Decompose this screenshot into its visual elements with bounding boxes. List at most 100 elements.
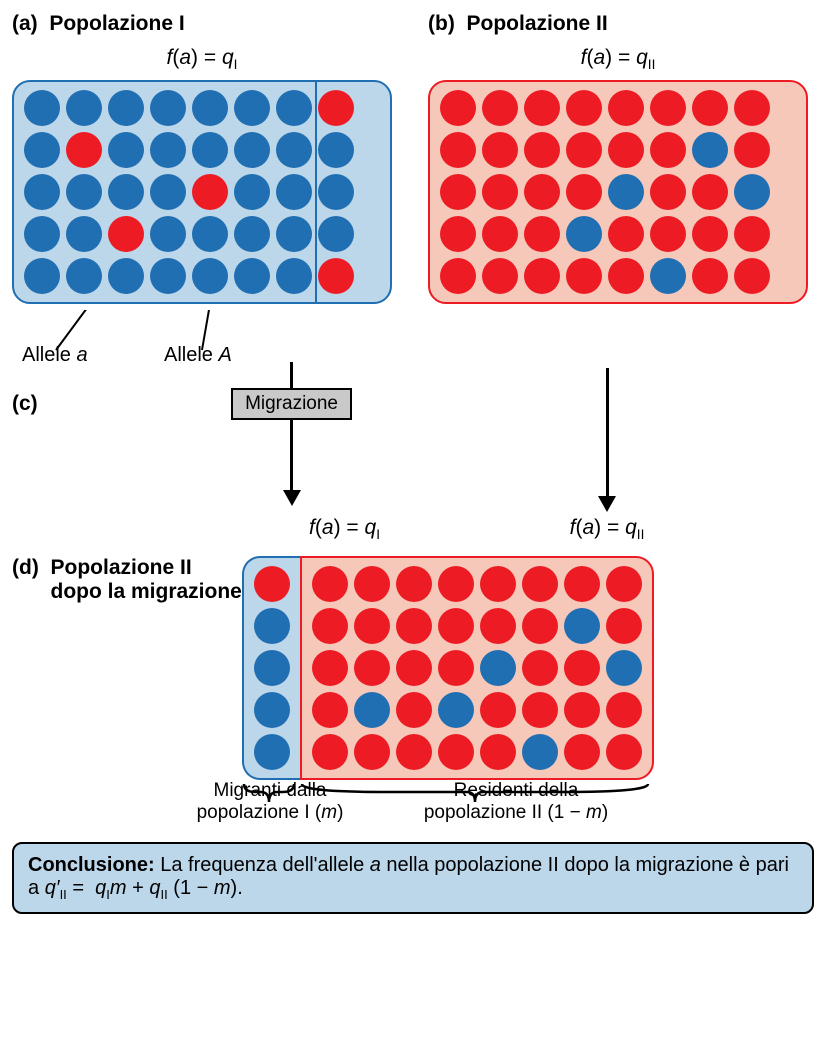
allele-dot (318, 258, 354, 294)
allele-dot (234, 90, 270, 126)
allele-dot (566, 174, 602, 210)
allele-dot (606, 734, 642, 770)
allele-dot (396, 650, 432, 686)
allele-dot (606, 566, 642, 602)
allele-dot (566, 258, 602, 294)
allele-dot (24, 90, 60, 126)
allele-dot (192, 90, 228, 126)
allele-dot (438, 692, 474, 728)
allele-dot (24, 258, 60, 294)
allele-dot (524, 132, 560, 168)
allele-legend: Allele a Allele A (12, 310, 392, 362)
conclusion-box: Conclusione: La frequenza dell'allele a … (12, 842, 814, 914)
panel-b-label: (b) Popolazione II (428, 12, 808, 36)
allele-dot (480, 692, 516, 728)
allele-dot (734, 132, 770, 168)
allele-dot (608, 132, 644, 168)
panel-d-label: (d) Popolazione II (d) dopo la migrazion… (12, 556, 242, 604)
allele-dot (108, 90, 144, 126)
allele-dot (396, 566, 432, 602)
allele-dot (692, 216, 728, 252)
allele-dot (692, 90, 728, 126)
allele-dot (734, 216, 770, 252)
allele-dot (354, 608, 390, 644)
allele-dot (354, 692, 390, 728)
allele-dot (312, 608, 348, 644)
allele-dot (734, 174, 770, 210)
allele-dot (566, 132, 602, 168)
allele-dot (276, 258, 312, 294)
residents-caption: Residenti della popolazione II (1 − m) (378, 780, 654, 824)
allele-dot (108, 258, 144, 294)
allele-dot (396, 608, 432, 644)
allele-dot (108, 216, 144, 252)
allele-dot (522, 734, 558, 770)
allele-dot (440, 174, 476, 210)
allele-dot (480, 734, 516, 770)
population-2-grid (428, 80, 808, 304)
allele-dot (254, 650, 290, 686)
allele-dot (564, 566, 600, 602)
allele-dot (692, 174, 728, 210)
allele-dot (108, 174, 144, 210)
allele-dot (150, 90, 186, 126)
allele-dot (192, 174, 228, 210)
allele-dot (66, 216, 102, 252)
allele-dot (692, 258, 728, 294)
allele-dot (608, 174, 644, 210)
allele-dot (318, 216, 354, 252)
migration-label: Migrazione (231, 388, 352, 420)
allele-dot (24, 174, 60, 210)
allele-dot (608, 216, 644, 252)
allele-dot (354, 566, 390, 602)
allele-dot (396, 692, 432, 728)
allele-dot (254, 608, 290, 644)
migration-arrow-left: Migrazione (231, 362, 352, 512)
allele-dot (524, 90, 560, 126)
allele-dot (108, 132, 144, 168)
allele-dot (150, 174, 186, 210)
allele-dot (66, 174, 102, 210)
allele-dot (608, 90, 644, 126)
allele-dot (482, 132, 518, 168)
allele-dot (440, 258, 476, 294)
allele-dot (234, 216, 270, 252)
formula-c-right: f(a) = qII (570, 516, 645, 542)
allele-dot (650, 132, 686, 168)
formula-a: f(a) = qI (12, 46, 392, 72)
allele-dot (566, 216, 602, 252)
allele-dot (150, 216, 186, 252)
population-1-grid (12, 80, 392, 304)
allele-dot (564, 608, 600, 644)
allele-dot (524, 258, 560, 294)
allele-dot (522, 650, 558, 686)
allele-dot (318, 132, 354, 168)
panel-a-label: (a) Popolazione I (12, 12, 392, 36)
allele-dot (276, 216, 312, 252)
allele-dot (66, 132, 102, 168)
allele-dot (480, 566, 516, 602)
allele-dot (734, 90, 770, 126)
migrants-caption: Migranti dalla popolazione I (m) (182, 780, 358, 824)
allele-dot (440, 216, 476, 252)
allele-dot (524, 174, 560, 210)
allele-dot (438, 608, 474, 644)
allele-dot (522, 608, 558, 644)
allele-dot (438, 650, 474, 686)
allele-dot (650, 90, 686, 126)
allele-dot (564, 734, 600, 770)
allele-dot (650, 174, 686, 210)
allele-dot (440, 90, 476, 126)
allele-dot (566, 90, 602, 126)
allele-dot (234, 258, 270, 294)
allele-dot (276, 90, 312, 126)
allele-dot (734, 258, 770, 294)
allele-dot (234, 132, 270, 168)
arrow-right (598, 368, 616, 512)
allele-dot (608, 258, 644, 294)
allele-dot (650, 216, 686, 252)
allele-dot (522, 566, 558, 602)
allele-dot (276, 132, 312, 168)
allele-dot (480, 608, 516, 644)
panel-c-label: (c) (12, 362, 42, 416)
